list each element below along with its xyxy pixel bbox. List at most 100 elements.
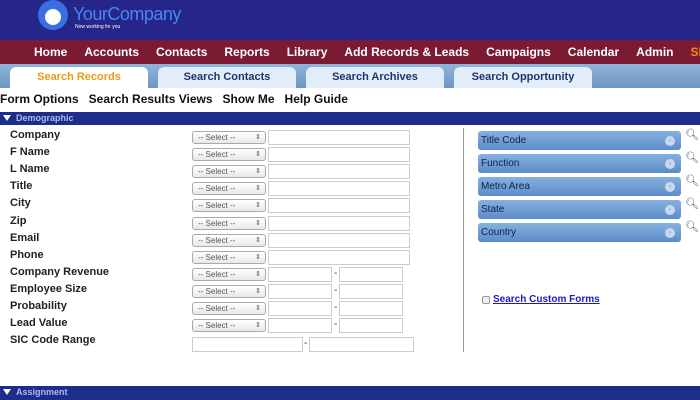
text-input[interactable]: [268, 130, 410, 145]
search-icon[interactable]: 🔍︎: [685, 175, 699, 187]
lookup-country[interactable]: Country ›: [478, 223, 681, 242]
header: [0, 0, 700, 40]
nav-admin[interactable]: Admin: [636, 45, 674, 59]
text-input[interactable]: [268, 147, 410, 163]
text-input[interactable]: [268, 198, 410, 214]
brand-tagline: Now working for you: [75, 24, 121, 30]
select-value: -- Select --: [198, 218, 236, 228]
range-to-input[interactable]: [339, 318, 403, 334]
collapse-triangle-icon: [3, 115, 11, 121]
text-input[interactable]: [268, 232, 410, 248]
lookup-label: Metro Area: [481, 181, 530, 192]
operator-select[interactable]: -- Select -- ⇕: [192, 148, 266, 162]
nav-contacts[interactable]: Contacts: [156, 45, 208, 59]
field-label: Zip: [10, 214, 27, 227]
field-label: F Name: [10, 146, 50, 159]
lookup-title-code[interactable]: Title Code ›: [478, 131, 681, 150]
field-label: L Name: [10, 163, 50, 176]
lookup-label: Title Code: [481, 135, 527, 146]
field-label: Company Revenue: [10, 265, 110, 278]
range-dash: -: [334, 284, 338, 296]
section-assignment[interactable]: Assignment: [0, 386, 700, 400]
operator-select[interactable]: -- Select -- ⇕: [192, 267, 266, 281]
expand-arrow-icon[interactable]: ›: [665, 205, 675, 215]
form-options-bar: Form Options Search Results Views Show M…: [0, 92, 348, 106]
range-from-input[interactable]: [268, 318, 332, 334]
expand-arrow-icon[interactable]: ›: [665, 182, 675, 192]
operator-select[interactable]: -- Select -- ⇕: [192, 165, 266, 179]
range-to-input[interactable]: [339, 301, 403, 316]
range-from-input[interactable]: [192, 337, 303, 353]
select-value: -- Select --: [198, 167, 236, 177]
expand-arrow-icon[interactable]: ›: [665, 228, 675, 238]
expand-arrow-icon[interactable]: ›: [665, 136, 675, 146]
lookup-label: Function: [481, 158, 520, 169]
operator-select[interactable]: -- Select -- ⇕: [192, 131, 266, 144]
operator-select[interactable]: -- Select -- ⇕: [192, 233, 266, 247]
search-icon[interactable]: 🔍︎: [685, 129, 699, 141]
search-results-views-link[interactable]: Search Results Views: [88, 92, 213, 106]
operator-select[interactable]: -- Select -- ⇕: [192, 284, 266, 298]
select-value: -- Select --: [198, 150, 236, 160]
range-to-input[interactable]: [339, 283, 403, 299]
search-icon[interactable]: 🔍︎: [685, 221, 699, 233]
tab-strip: Search Records Search Contacts Search Ar…: [0, 64, 700, 88]
select-arrows-icon: ⇕: [255, 202, 261, 210]
section-title: Demographic: [16, 113, 74, 123]
select-arrows-icon: ⇕: [255, 219, 261, 227]
lookup-label: Country: [481, 227, 517, 238]
nav-accounts[interactable]: Accounts: [84, 45, 140, 59]
lookup-label: State: [481, 204, 505, 215]
select-value: -- Select --: [198, 133, 236, 142]
logo-dot: [45, 9, 61, 25]
search-custom-forms-link[interactable]: Search Custom Forms: [493, 294, 600, 305]
tab-search-records[interactable]: Search Records: [10, 67, 148, 88]
range-dash: -: [334, 319, 338, 331]
field-label: Lead Value: [10, 317, 68, 330]
lookup-state[interactable]: State ›: [478, 200, 681, 219]
nav-reports[interactable]: Reports: [224, 45, 270, 59]
nav-library[interactable]: Library: [286, 45, 328, 59]
section-demographic[interactable]: Demographic: [0, 112, 700, 125]
tab-search-archives[interactable]: Search Archives: [306, 67, 444, 88]
range-from-input[interactable]: [268, 301, 332, 316]
tab-search-contacts[interactable]: Search Contacts: [158, 67, 296, 88]
tab-search-opportunity[interactable]: Search Opportunity: [454, 67, 592, 88]
nav-campaigns[interactable]: Campaigns: [486, 45, 551, 59]
operator-select[interactable]: -- Select -- ⇕: [192, 302, 266, 315]
expand-arrow-icon[interactable]: ›: [665, 159, 675, 169]
search-icon[interactable]: 🔍︎: [685, 152, 699, 164]
help-guide-link[interactable]: Help Guide: [284, 92, 348, 106]
nav-search[interactable]: SEA: [690, 45, 700, 59]
operator-select[interactable]: -- Select -- ⇕: [192, 216, 266, 230]
select-arrows-icon: ⇕: [255, 305, 261, 312]
operator-select[interactable]: -- Select -- ⇕: [192, 182, 266, 196]
custom-forms-checkbox[interactable]: [482, 296, 490, 304]
field-label: Email: [10, 231, 40, 244]
range-to-input[interactable]: [309, 337, 414, 353]
search-icon[interactable]: 🔍︎: [685, 198, 699, 210]
nav-calendar[interactable]: Calendar: [567, 45, 620, 59]
select-arrows-icon: ⇕: [255, 151, 261, 159]
text-input[interactable]: [268, 181, 410, 197]
operator-select[interactable]: -- Select -- ⇕: [192, 199, 266, 213]
show-me-link[interactable]: Show Me: [222, 92, 275, 106]
select-value: -- Select --: [198, 304, 236, 313]
lookup-metro-area[interactable]: Metro Area ›: [478, 177, 681, 196]
range-from-input[interactable]: [268, 283, 332, 299]
range-to-input[interactable]: [339, 266, 403, 282]
operator-select[interactable]: -- Select -- ⇕: [192, 319, 266, 333]
brand-name: YourCompany: [73, 4, 181, 24]
field-label: Company: [10, 129, 61, 141]
lookup-function[interactable]: Function ›: [478, 154, 681, 173]
form-options-link[interactable]: Form Options: [0, 92, 79, 106]
field-label: Phone: [10, 248, 44, 261]
operator-select[interactable]: -- Select -- ⇕: [192, 250, 266, 264]
nav-add-records[interactable]: Add Records & Leads: [344, 45, 470, 59]
divider: [463, 128, 464, 352]
range-from-input[interactable]: [268, 266, 332, 282]
text-input[interactable]: [268, 215, 410, 231]
text-input[interactable]: [268, 164, 410, 180]
nav-home[interactable]: Home: [34, 45, 68, 59]
text-input[interactable]: [268, 249, 410, 265]
